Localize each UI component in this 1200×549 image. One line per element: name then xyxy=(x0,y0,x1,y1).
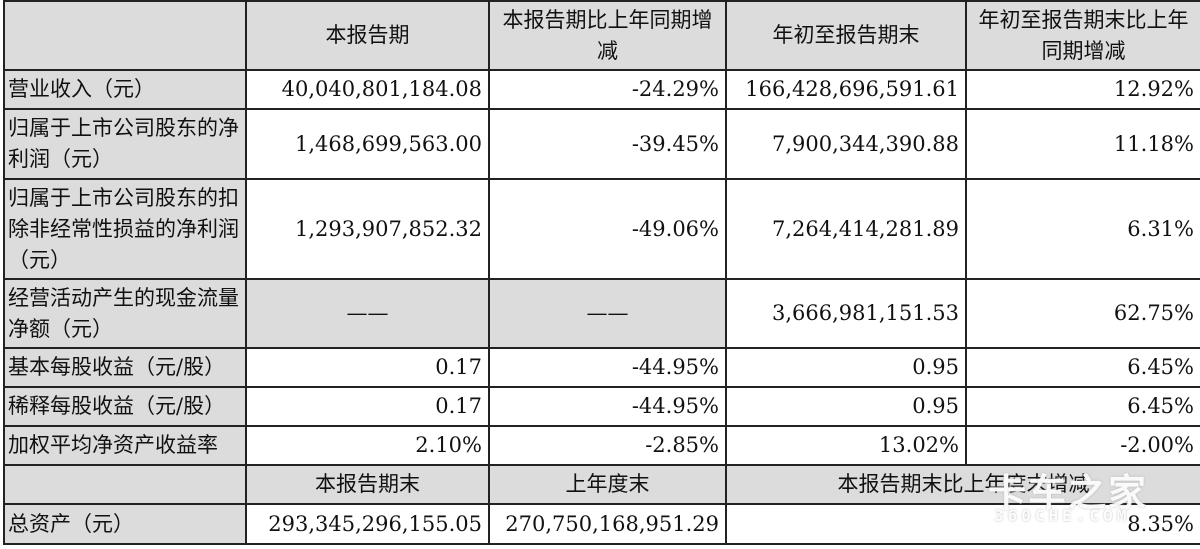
cell-value: -24.29% xyxy=(488,69,727,110)
cell-value: 2.10% xyxy=(245,425,490,466)
table-row: 归属于上市公司股东的净利润（元） 1,468,699,563.00 -39.45… xyxy=(3,108,1200,180)
table-row: 经营活动产生的现金流量净额（元） —— —— 3,666,981,151.53 … xyxy=(3,278,1200,349)
row-label: 稀释每股收益（元/股） xyxy=(3,386,247,427)
cell-value: 8.35% xyxy=(725,503,1200,545)
row-label: 经营活动产生的现金流量净额（元） xyxy=(3,278,247,349)
cell-value: 0.17 xyxy=(245,347,490,388)
header-ytd-yoy-change: 年初至报告期末比上年同期增减 xyxy=(965,0,1200,71)
row-label: 归属于上市公司股东的净利润（元） xyxy=(3,108,247,180)
subheader-row: 本报告期末 上年度末 本报告期末比上年度末增减 xyxy=(3,464,1200,505)
cell-value: 0.95 xyxy=(725,386,967,427)
cell-value: 7,264,414,281.89 xyxy=(725,178,967,280)
header-corner xyxy=(3,0,247,71)
table-row-total-assets: 总资产（元） 293,345,296,155.05 270,750,168,95… xyxy=(3,503,1200,545)
cell-value: -44.95% xyxy=(488,386,727,427)
cell-value: 62.75% xyxy=(965,278,1200,349)
cell-value: 166,428,696,591.61 xyxy=(725,69,967,110)
header-period-yoy-change: 本报告期比上年同期增减 xyxy=(488,0,727,71)
header-current-period: 本报告期 xyxy=(245,0,490,71)
subheader-corner xyxy=(3,464,247,505)
cell-value: 0.17 xyxy=(245,386,490,427)
table-row: 营业收入（元） 40,040,801,184.08 -24.29% 166,42… xyxy=(3,69,1200,110)
cell-value: -2.00% xyxy=(965,425,1200,466)
cell-value: -44.95% xyxy=(488,347,727,388)
cell-value: 11.18% xyxy=(965,108,1200,180)
header-row: 本报告期 本报告期比上年同期增减 年初至报告期末 年初至报告期末比上年同期增减 xyxy=(3,0,1200,71)
table-row: 加权平均净资产收益率 2.10% -2.85% 13.02% -2.00% xyxy=(3,425,1200,466)
header-year-to-date: 年初至报告期末 xyxy=(725,0,967,71)
cell-value: 0.95 xyxy=(725,347,967,388)
cell-value: 293,345,296,155.05 xyxy=(245,503,490,545)
cell-value: 270,750,168,951.29 xyxy=(488,503,727,545)
row-label: 总资产（元） xyxy=(3,503,247,545)
cell-value: 12.92% xyxy=(965,69,1200,110)
row-label: 归属于上市公司股东的扣除非经常性损益的净利润（元） xyxy=(3,178,247,280)
cell-value: 40,040,801,184.08 xyxy=(245,69,490,110)
cell-value: 1,468,699,563.00 xyxy=(245,108,490,180)
cell-value: -39.45% xyxy=(488,108,727,180)
subheader-change-vs-prior-year-end: 本报告期末比上年度末增减 xyxy=(725,464,1200,505)
row-label: 营业收入（元） xyxy=(3,69,247,110)
cell-value: -49.06% xyxy=(488,178,727,280)
financial-table: 本报告期 本报告期比上年同期增减 年初至报告期末 年初至报告期末比上年同期增减 … xyxy=(3,0,1200,545)
table-row: 稀释每股收益（元/股） 0.17 -44.95% 0.95 6.45% xyxy=(3,386,1200,427)
cell-value-empty: —— xyxy=(488,278,727,349)
row-label: 加权平均净资产收益率 xyxy=(3,425,247,466)
table-row: 基本每股收益（元/股） 0.17 -44.95% 0.95 6.45% xyxy=(3,347,1200,388)
cell-value: 6.31% xyxy=(965,178,1200,280)
cell-value-empty: —— xyxy=(245,278,490,349)
cell-value: 6.45% xyxy=(965,347,1200,388)
cell-value: -2.85% xyxy=(488,425,727,466)
cell-value: 3,666,981,151.53 xyxy=(725,278,967,349)
subheader-period-end: 本报告期末 xyxy=(245,464,490,505)
cell-value: 7,900,344,390.88 xyxy=(725,108,967,180)
cell-value: 1,293,907,852.32 xyxy=(245,178,490,280)
row-label: 基本每股收益（元/股） xyxy=(3,347,247,388)
cell-value: 13.02% xyxy=(725,425,967,466)
cell-value: 6.45% xyxy=(965,386,1200,427)
subheader-prior-year-end: 上年度末 xyxy=(488,464,727,505)
table-row: 归属于上市公司股东的扣除非经常性损益的净利润（元） 1,293,907,852.… xyxy=(3,178,1200,280)
